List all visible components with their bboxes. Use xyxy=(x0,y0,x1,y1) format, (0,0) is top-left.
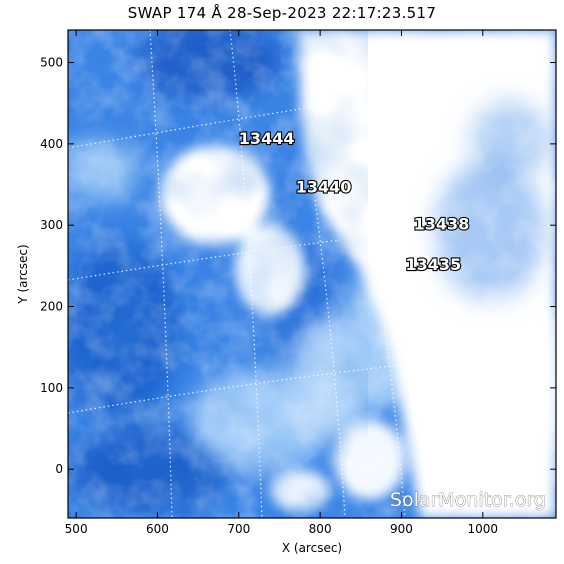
x-tick-label: 1000 xyxy=(468,522,499,536)
watermark-logo: SolarMonitor.org xyxy=(390,489,546,511)
image-title: SWAP 174 Å 28-Sep-2023 22:17:23.517 xyxy=(127,4,437,22)
y-tick-label: 0 xyxy=(55,462,63,476)
x-tick-label: 600 xyxy=(146,522,169,536)
x-tick-label: 500 xyxy=(65,522,88,536)
x-tick-label: 800 xyxy=(309,522,332,536)
active-region-label: 13438 xyxy=(414,214,470,233)
x-tick-label: 900 xyxy=(390,522,413,536)
plot-frame xyxy=(67,29,557,519)
active-region-label: 13435 xyxy=(406,255,462,274)
y-tick-label: 400 xyxy=(40,137,63,151)
x-axis-title: X (arcsec) xyxy=(282,541,342,555)
y-tick-label: 100 xyxy=(40,381,63,395)
active-region-label: 13444 xyxy=(239,129,295,148)
active-region-labels: 13444 13440 13438 13435 xyxy=(238,128,471,275)
y-axis-title: Y (arcsec) xyxy=(16,244,30,304)
x-axis: 500 600 700 800 900 1000 xyxy=(65,30,498,536)
y-tick-label: 500 xyxy=(40,56,63,70)
active-region-label: 13440 xyxy=(296,178,352,197)
y-tick-label: 300 xyxy=(40,218,63,232)
euv-image xyxy=(68,30,556,518)
heliographic-grid xyxy=(68,30,406,518)
y-tick-label: 200 xyxy=(40,300,63,314)
x-tick-label: 700 xyxy=(227,522,250,536)
y-axis: 0 100 200 300 400 500 xyxy=(40,56,556,476)
